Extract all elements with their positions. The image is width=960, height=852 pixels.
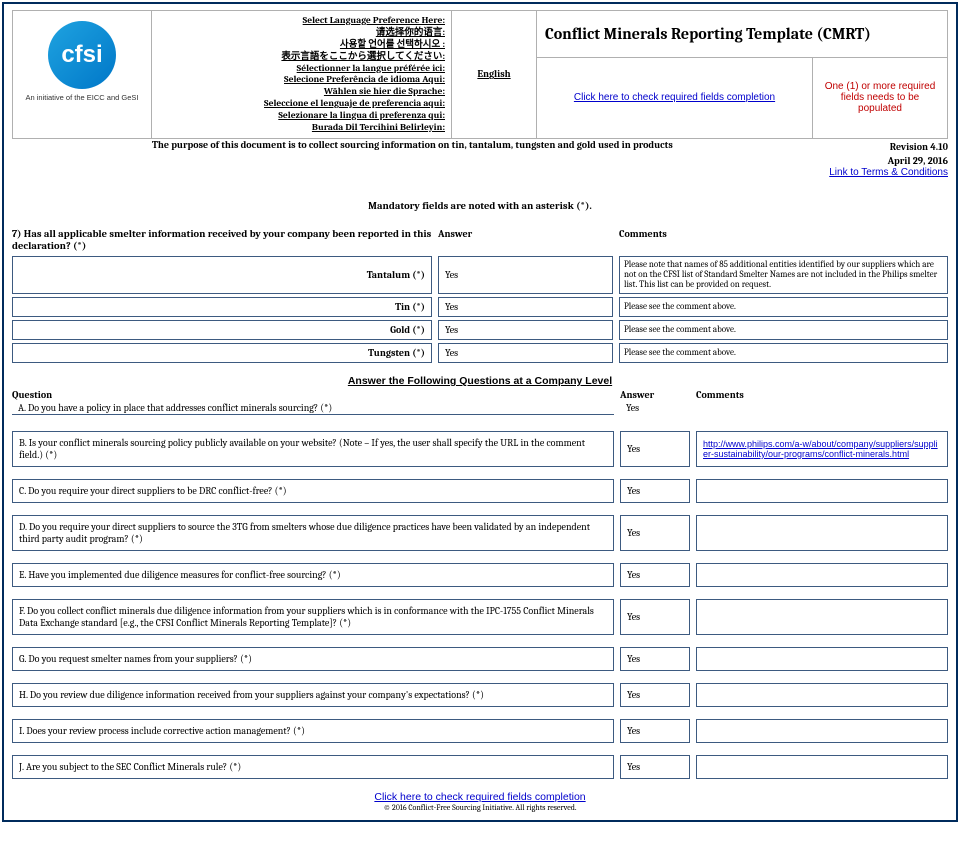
- question-row: H. Do you review due diligence informati…: [12, 683, 948, 707]
- cmrt-page: cfsi An initiative of the EICC and GeSI …: [2, 2, 958, 822]
- revision-date: April 29, 2016: [829, 155, 948, 167]
- question-text: B. Is your conflict minerals sourcing po…: [12, 431, 614, 467]
- comment-cell[interactable]: [696, 479, 948, 503]
- mandatory-note: Mandatory fields are noted with an aster…: [12, 200, 948, 212]
- question-text: A. Do you have a policy in place that ad…: [12, 402, 614, 415]
- question-text: G. Do you request smelter names from you…: [12, 647, 614, 671]
- answer-cell[interactable]: Yes: [620, 647, 690, 671]
- check-fields-link[interactable]: Click here to check required fields comp…: [537, 58, 813, 139]
- question-text: H. Do you review due diligence informati…: [12, 683, 614, 707]
- language-prompt-line: 请选择你的语言:: [158, 27, 445, 39]
- q7-row: Tungsten (*) Yes Please see the comment ab…: [12, 343, 948, 363]
- answer-cell[interactable]: Yes: [620, 431, 690, 467]
- language-prompt-line: Seleccione el lenguaje de preferencia aq…: [158, 98, 445, 110]
- question-text: F. Do you collect conflict minerals due …: [12, 599, 614, 635]
- comment-cell[interactable]: [696, 647, 948, 671]
- question-text: J. Are you subject to the SEC Conflict M…: [12, 755, 614, 779]
- comment-cell[interactable]: [696, 599, 948, 635]
- q7-answer[interactable]: Yes: [438, 343, 613, 363]
- answer-cell[interactable]: Yes: [620, 402, 690, 415]
- question-text: E. Have you implemented due diligence me…: [12, 563, 614, 587]
- answer-cell[interactable]: Yes: [620, 563, 690, 587]
- question-text: C. Do you require your direct suppliers …: [12, 479, 614, 503]
- company-section-title: Answer the Following Questions at a Comp…: [12, 375, 948, 387]
- q7-comments-head: Comments: [619, 228, 948, 254]
- comment-link[interactable]: http://www.philips.com/a-w/about/company…: [703, 439, 941, 459]
- header: cfsi An initiative of the EICC and GeSI …: [12, 10, 948, 139]
- question-row: A. Do you have a policy in place that ad…: [12, 402, 948, 415]
- copyright: © 2016 Conflict-Free Sourcing Initiative…: [12, 803, 948, 812]
- revision: Revision 4.10: [829, 141, 948, 153]
- question-row: J. Are you subject to the SEC Conflict M…: [12, 755, 948, 779]
- answer-cell[interactable]: Yes: [620, 755, 690, 779]
- q7-material-label: Tungsten (*): [12, 343, 432, 363]
- logo-cell: cfsi An initiative of the EICC and GeSI: [12, 10, 152, 139]
- page-title: Conflict Minerals Reporting Template (CM…: [537, 10, 948, 58]
- question-row: G. Do you request smelter names from you…: [12, 647, 948, 671]
- question-row: B. Is your conflict minerals sourcing po…: [12, 431, 948, 467]
- comment-cell[interactable]: [696, 719, 948, 743]
- answer-cell[interactable]: Yes: [620, 683, 690, 707]
- language-select[interactable]: English: [452, 10, 537, 139]
- language-prompt-line: 사용할 언어를 선택하시오 :: [158, 39, 445, 51]
- language-prompt-line: Selezionare la lingua di preferenza qui:: [158, 110, 445, 122]
- answer-cell[interactable]: Yes: [620, 599, 690, 635]
- comment-cell[interactable]: [696, 683, 948, 707]
- question-text: I. Does your review process include corr…: [12, 719, 614, 743]
- q7-answer[interactable]: Yes: [438, 320, 613, 340]
- q7-row: Tantalum (*)YesPlease note that names of…: [12, 256, 948, 294]
- language-prompt-line: Selecione Preferência de idioma Aqui:: [158, 74, 445, 86]
- language-prompt-line: Burada Dil Tercihini Belirleyin:: [158, 122, 445, 134]
- footer-check-link[interactable]: Click here to check required fields comp…: [12, 791, 948, 803]
- question-row: I. Does your review process include corr…: [12, 719, 948, 743]
- company-head-question: Question: [12, 389, 614, 401]
- company-head-answer: Answer: [620, 389, 690, 401]
- purpose-row: The purpose of this document is to colle…: [12, 139, 948, 178]
- q7-row: Gold (*) Yes Please see the comment above.: [12, 320, 948, 340]
- language-prompt-cell: Select Language Preference Here:请选择你的语言:…: [152, 10, 452, 139]
- purpose-text: The purpose of this document is to colle…: [152, 139, 673, 151]
- question-row: F. Do you collect conflict minerals due …: [12, 599, 948, 635]
- language-prompt-line: Wählen sie hier die Sprache:: [158, 86, 445, 98]
- answer-cell[interactable]: Yes: [620, 515, 690, 551]
- terms-link[interactable]: Link to Terms & Conditions: [829, 167, 948, 178]
- comment-cell[interactable]: http://www.philips.com/a-w/about/company…: [696, 431, 948, 467]
- question-row: E. Have you implemented due diligence me…: [12, 563, 948, 587]
- answer-cell[interactable]: Yes: [620, 719, 690, 743]
- q7-answer[interactable]: Yes: [438, 256, 613, 294]
- q7-material-label: Gold (*): [12, 320, 432, 340]
- q7-header: 7) Has all applicable smelter informatio…: [12, 228, 948, 254]
- company-head-comments: Comments: [696, 389, 948, 401]
- comment-cell[interactable]: [696, 755, 948, 779]
- q7-comment[interactable]: Please see the comment above.: [619, 320, 948, 340]
- question-text: D. Do you require your direct suppliers …: [12, 515, 614, 551]
- question-row: C. Do you require your direct suppliers …: [12, 479, 948, 503]
- q7-comment[interactable]: Please see the comment above.: [619, 297, 948, 317]
- comment-cell[interactable]: [696, 563, 948, 587]
- company-questions: A. Do you have a policy in place that ad…: [12, 402, 948, 779]
- q7-comment[interactable]: Please note that names of 85 additional …: [619, 256, 948, 294]
- language-prompt-line: 表示言語をここから選択してください:: [158, 51, 445, 63]
- q7-comment[interactable]: Please see the comment above.: [619, 343, 948, 363]
- q7-answer-head: Answer: [438, 228, 613, 254]
- q7-rows: Tantalum (*)YesPlease note that names of…: [12, 256, 948, 363]
- q7-material-label: Tin (*): [12, 297, 432, 317]
- question-row: D. Do you require your direct suppliers …: [12, 515, 948, 551]
- language-prompt-line: Sélectionner la langue préférée ici:: [158, 63, 445, 75]
- title-block: Conflict Minerals Reporting Template (CM…: [537, 10, 948, 139]
- q7-answer[interactable]: Yes: [438, 297, 613, 317]
- company-header: Question Answer Comments: [12, 389, 948, 401]
- language-prompt-lines: Select Language Preference Here:请选择你的语言:…: [158, 15, 445, 134]
- q7-material-label: Tantalum (*): [12, 256, 432, 294]
- cfsi-logo-icon: cfsi: [48, 21, 116, 89]
- comment-cell[interactable]: [696, 515, 948, 551]
- logo-subtitle: An initiative of the EICC and GeSI: [17, 93, 147, 102]
- q7-row: Tin (*) Yes Please see the comment above.: [12, 297, 948, 317]
- q7-title: 7) Has all applicable smelter informatio…: [12, 228, 432, 252]
- required-warning: One (1) or more required fields needs to…: [813, 58, 948, 139]
- answer-cell[interactable]: Yes: [620, 479, 690, 503]
- language-prompt-line: Select Language Preference Here:: [158, 15, 445, 27]
